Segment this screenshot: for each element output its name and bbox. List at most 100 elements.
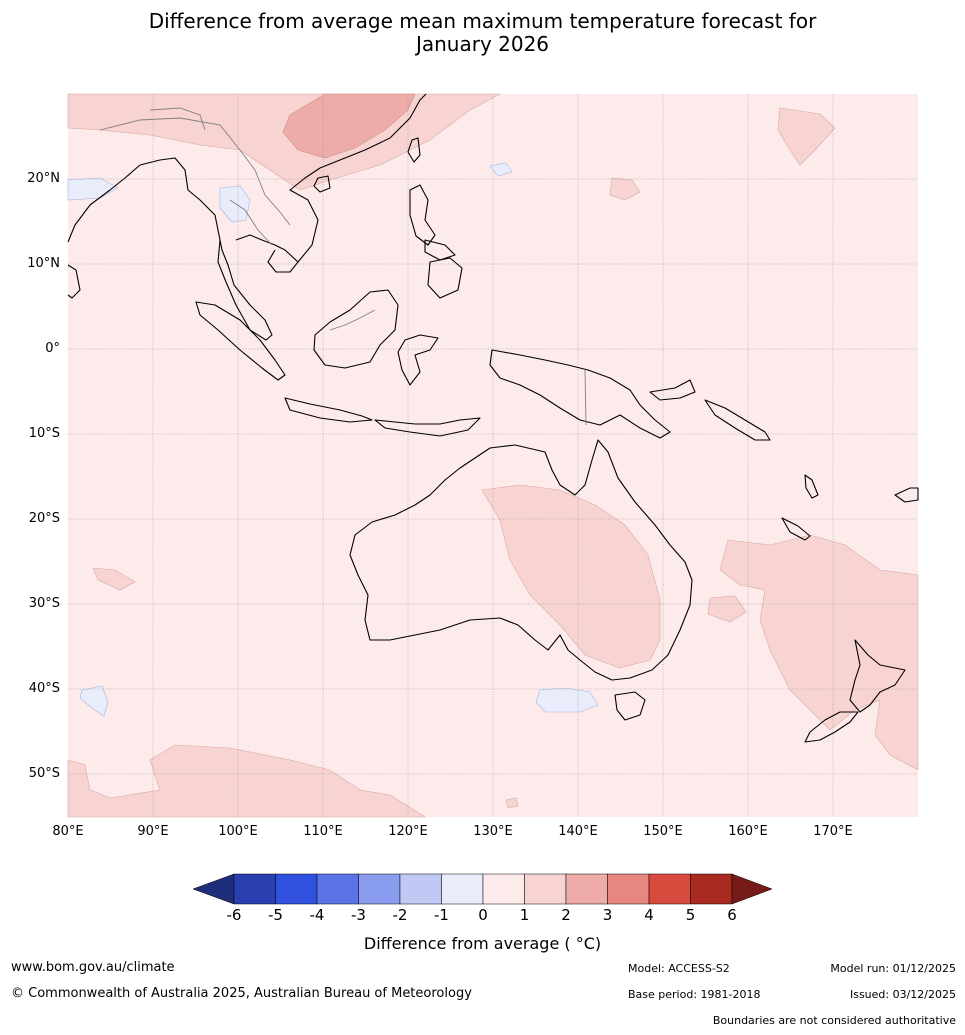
colorbar-swatch-m3-m2 [358,873,401,905]
colorbar-swatch-m1-0 [441,873,484,905]
colorbar-above-max [731,873,773,905]
colorbar-tick: 6 [727,906,737,924]
copyright: © Commonwealth of Australia 2025, Austra… [11,986,472,1001]
colorbar-title: Difference from average ( °C) [363,934,602,953]
lon-label-150e: 150°E [643,824,683,839]
website-link[interactable]: www.bom.gov.au/climate [11,960,175,975]
model-run: Model run: 01/12/2025 [830,962,956,975]
region-tasman2-1-2 [707,595,747,623]
coast-nz-south [804,711,859,743]
colorbar-swatch-5-6 [690,873,733,905]
coast-sri-lanka [67,264,81,299]
coast-myanmar-malay [139,157,273,341]
coast-australia [349,439,693,681]
coast-tasmania [614,691,646,721]
coast-indochina [235,167,321,273]
region-bight-neg [535,687,599,713]
coast-visayas [424,239,456,261]
region-indian-1-2 [92,567,136,591]
colorbar-tick: 3 [602,906,613,924]
colorbar-tick: -4 [309,906,325,924]
issued-date: Issued: 03/12/2025 [849,988,956,1001]
coast-solomons [704,399,771,441]
coast-india [67,164,141,243]
region-pacific-n2-1-2 [609,177,641,201]
boundaries-disclaimer: Boundaries are not considered authoritat… [712,1014,956,1027]
region-china-2-3 [282,93,416,159]
lon-label-120e: 120°E [388,824,428,839]
colorbar-swatch-3-4 [607,873,650,905]
colorbar-swatch-0-1 [482,873,525,905]
colorbar-tick: -3 [351,906,366,924]
title-line-2: January 2026 [415,32,550,56]
coast-luzon [409,184,436,246]
coast-mindanao [427,257,463,299]
colorbar-swatch-1-2 [524,873,567,905]
lon-label-140e: 140°E [558,824,598,839]
coast-new-guinea [489,349,671,439]
lat-label-0: 0° [45,341,60,356]
region-india-neg [67,177,119,201]
region-southern-ocean2-1-2 [505,797,519,809]
colorbar-tick: 0 [478,906,488,924]
colorbar-tick: 2 [561,906,571,924]
borders [99,107,587,426]
lat-label-20s: 20°S [28,511,60,526]
lon-label-160e: 160°E [728,824,768,839]
colorbar [192,873,773,905]
colorbar-tick: -1 [434,906,449,924]
colorbar-tick: -5 [268,906,283,924]
lon-label-130e: 130°E [473,824,513,839]
colorbar-tick: 5 [685,906,696,924]
coast-fiji [894,487,919,503]
colorbar-swatch-4-5 [648,873,691,905]
colorbar-tick: -6 [226,906,242,924]
lat-label-10n: 10°N [27,256,60,271]
lat-label-30s: 30°S [28,596,60,611]
map-title: Difference from average mean maximum tem… [0,10,965,56]
anomaly-regions [67,93,919,818]
coastlines [67,93,919,743]
base-period: Base period: 1981-2018 [628,988,761,1001]
graticule [68,94,918,817]
region-indochina-neg [219,185,251,223]
coast-china [319,93,427,169]
lat-label-50s: 50°S [28,766,60,781]
lon-label-170e: 170°E [813,824,853,839]
lat-label-40s: 40°S [28,681,60,696]
coast-sulawesi [397,334,439,386]
colorbar-swatch-m2-m1 [399,873,442,905]
coast-borneo [313,289,399,369]
coast-new-caledonia [781,517,811,541]
coast-sunda [374,417,481,437]
colorbar-swatch-m5-m4 [275,873,318,905]
colorbar-swatch-m4-m3 [316,873,359,905]
coast-sumatra [195,301,286,381]
coast-new-britain [649,379,696,401]
colorbar-tick: -2 [392,906,408,924]
colorbar-tick: 1 [519,906,530,924]
model-name: Model: ACCESS-S2 [628,962,730,975]
lon-label-100e: 100°E [218,824,258,839]
region-southern-ocean-1-2 [67,744,427,818]
coast-taiwan [407,137,421,163]
region-pacific-n-1-2 [777,107,836,166]
colorbar-swatch-2-3 [565,873,608,905]
lon-label-90e: 90°E [137,824,169,839]
coast-java [284,397,373,423]
region-pacific-neg [489,162,513,177]
region-tasman-1-2 [719,534,919,771]
colorbar-swatch-m6-m5 [233,873,276,905]
colorbar-below-min [192,873,235,905]
lat-label-20n: 20°N [27,171,60,186]
lon-label-80e: 80°E [52,824,84,839]
lat-label-10s: 10°S [28,426,60,441]
title-line-1: Difference from average mean maximum tem… [148,9,817,33]
region-indian-neg [79,685,109,717]
colorbar-tick: 4 [644,906,654,924]
region-australia-1-2 [481,484,661,669]
coast-nz-north [849,639,906,713]
lon-label-110e: 110°E [303,824,343,839]
coast-vanuatu [804,474,819,499]
